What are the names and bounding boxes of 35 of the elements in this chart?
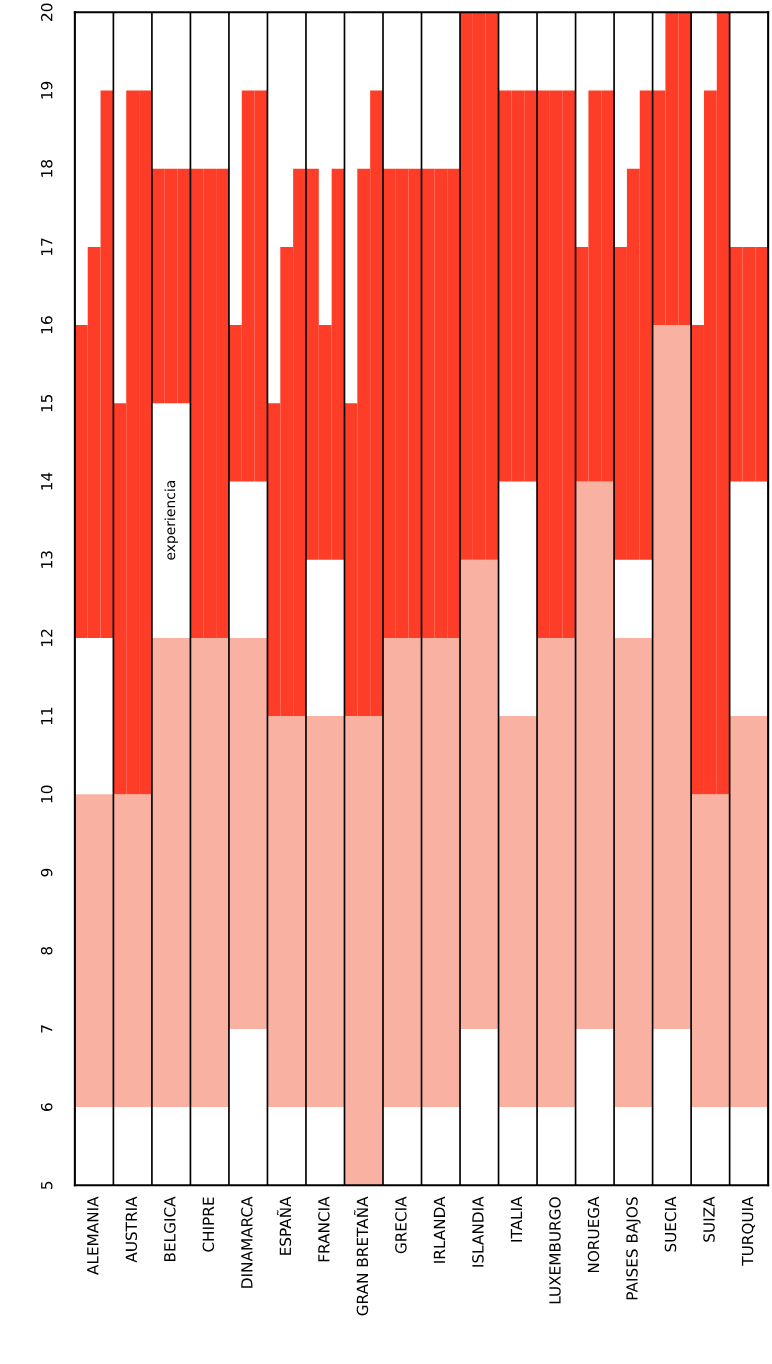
y-tick-label: 20 [40, 3, 53, 21]
y-tick-label: 6 [40, 1103, 53, 1111]
x-tick-label: ISLANDIA [472, 1196, 484, 1267]
y-tick-label: 13 [40, 551, 53, 568]
x-tick-label: AUSTRIA [125, 1196, 138, 1263]
y-tick-label: 9 [40, 868, 53, 877]
y-tick-label: 8 [40, 946, 53, 955]
y-tick-label: 10 [40, 785, 53, 803]
y-tick-label: 11 [41, 707, 53, 725]
y-tick-label: 7 [41, 1025, 53, 1033]
annotation: experiencia [164, 481, 178, 560]
x-tick-label: ALEMANIA [87, 1196, 99, 1275]
x-tick-label: TURQUIA [741, 1196, 756, 1266]
y-tick-label: 12 [40, 629, 53, 646]
x-tick-label: PAISES BAJOS [626, 1197, 641, 1300]
x-tick-label: CHIPRE [202, 1197, 215, 1252]
x-tick-label: BELGICA [164, 1196, 176, 1262]
y-tick-label: 18 [40, 160, 53, 177]
x-tick-label: FRANCIA [318, 1196, 330, 1262]
x-tick-label: DINAMARCA [241, 1196, 253, 1288]
x-tick-label: NORUEGA [587, 1196, 600, 1273]
x-tick-label: IRLANDA [433, 1196, 445, 1263]
y-tick-label: 14 [41, 472, 53, 490]
y-tick-label: 19 [40, 81, 53, 99]
x-tick-label: SUECIA [664, 1196, 677, 1252]
x-tick-label: LUXEMBURGO [549, 1197, 561, 1304]
y-tick-label: 16 [40, 316, 53, 334]
x-tick-label: GRECIA [395, 1196, 407, 1254]
x-tick-label: ITALIA [510, 1196, 523, 1242]
x-tick-label: SUIZA [703, 1196, 715, 1242]
x-tick-label: ESPAÑA [276, 1196, 292, 1255]
y-tick-label: 17 [41, 238, 53, 255]
x-tick-label: GRAN BRETAÑA [353, 1196, 369, 1316]
y-tick-label: 5 [41, 1181, 53, 1189]
y-tick-label: 15 [41, 394, 53, 412]
